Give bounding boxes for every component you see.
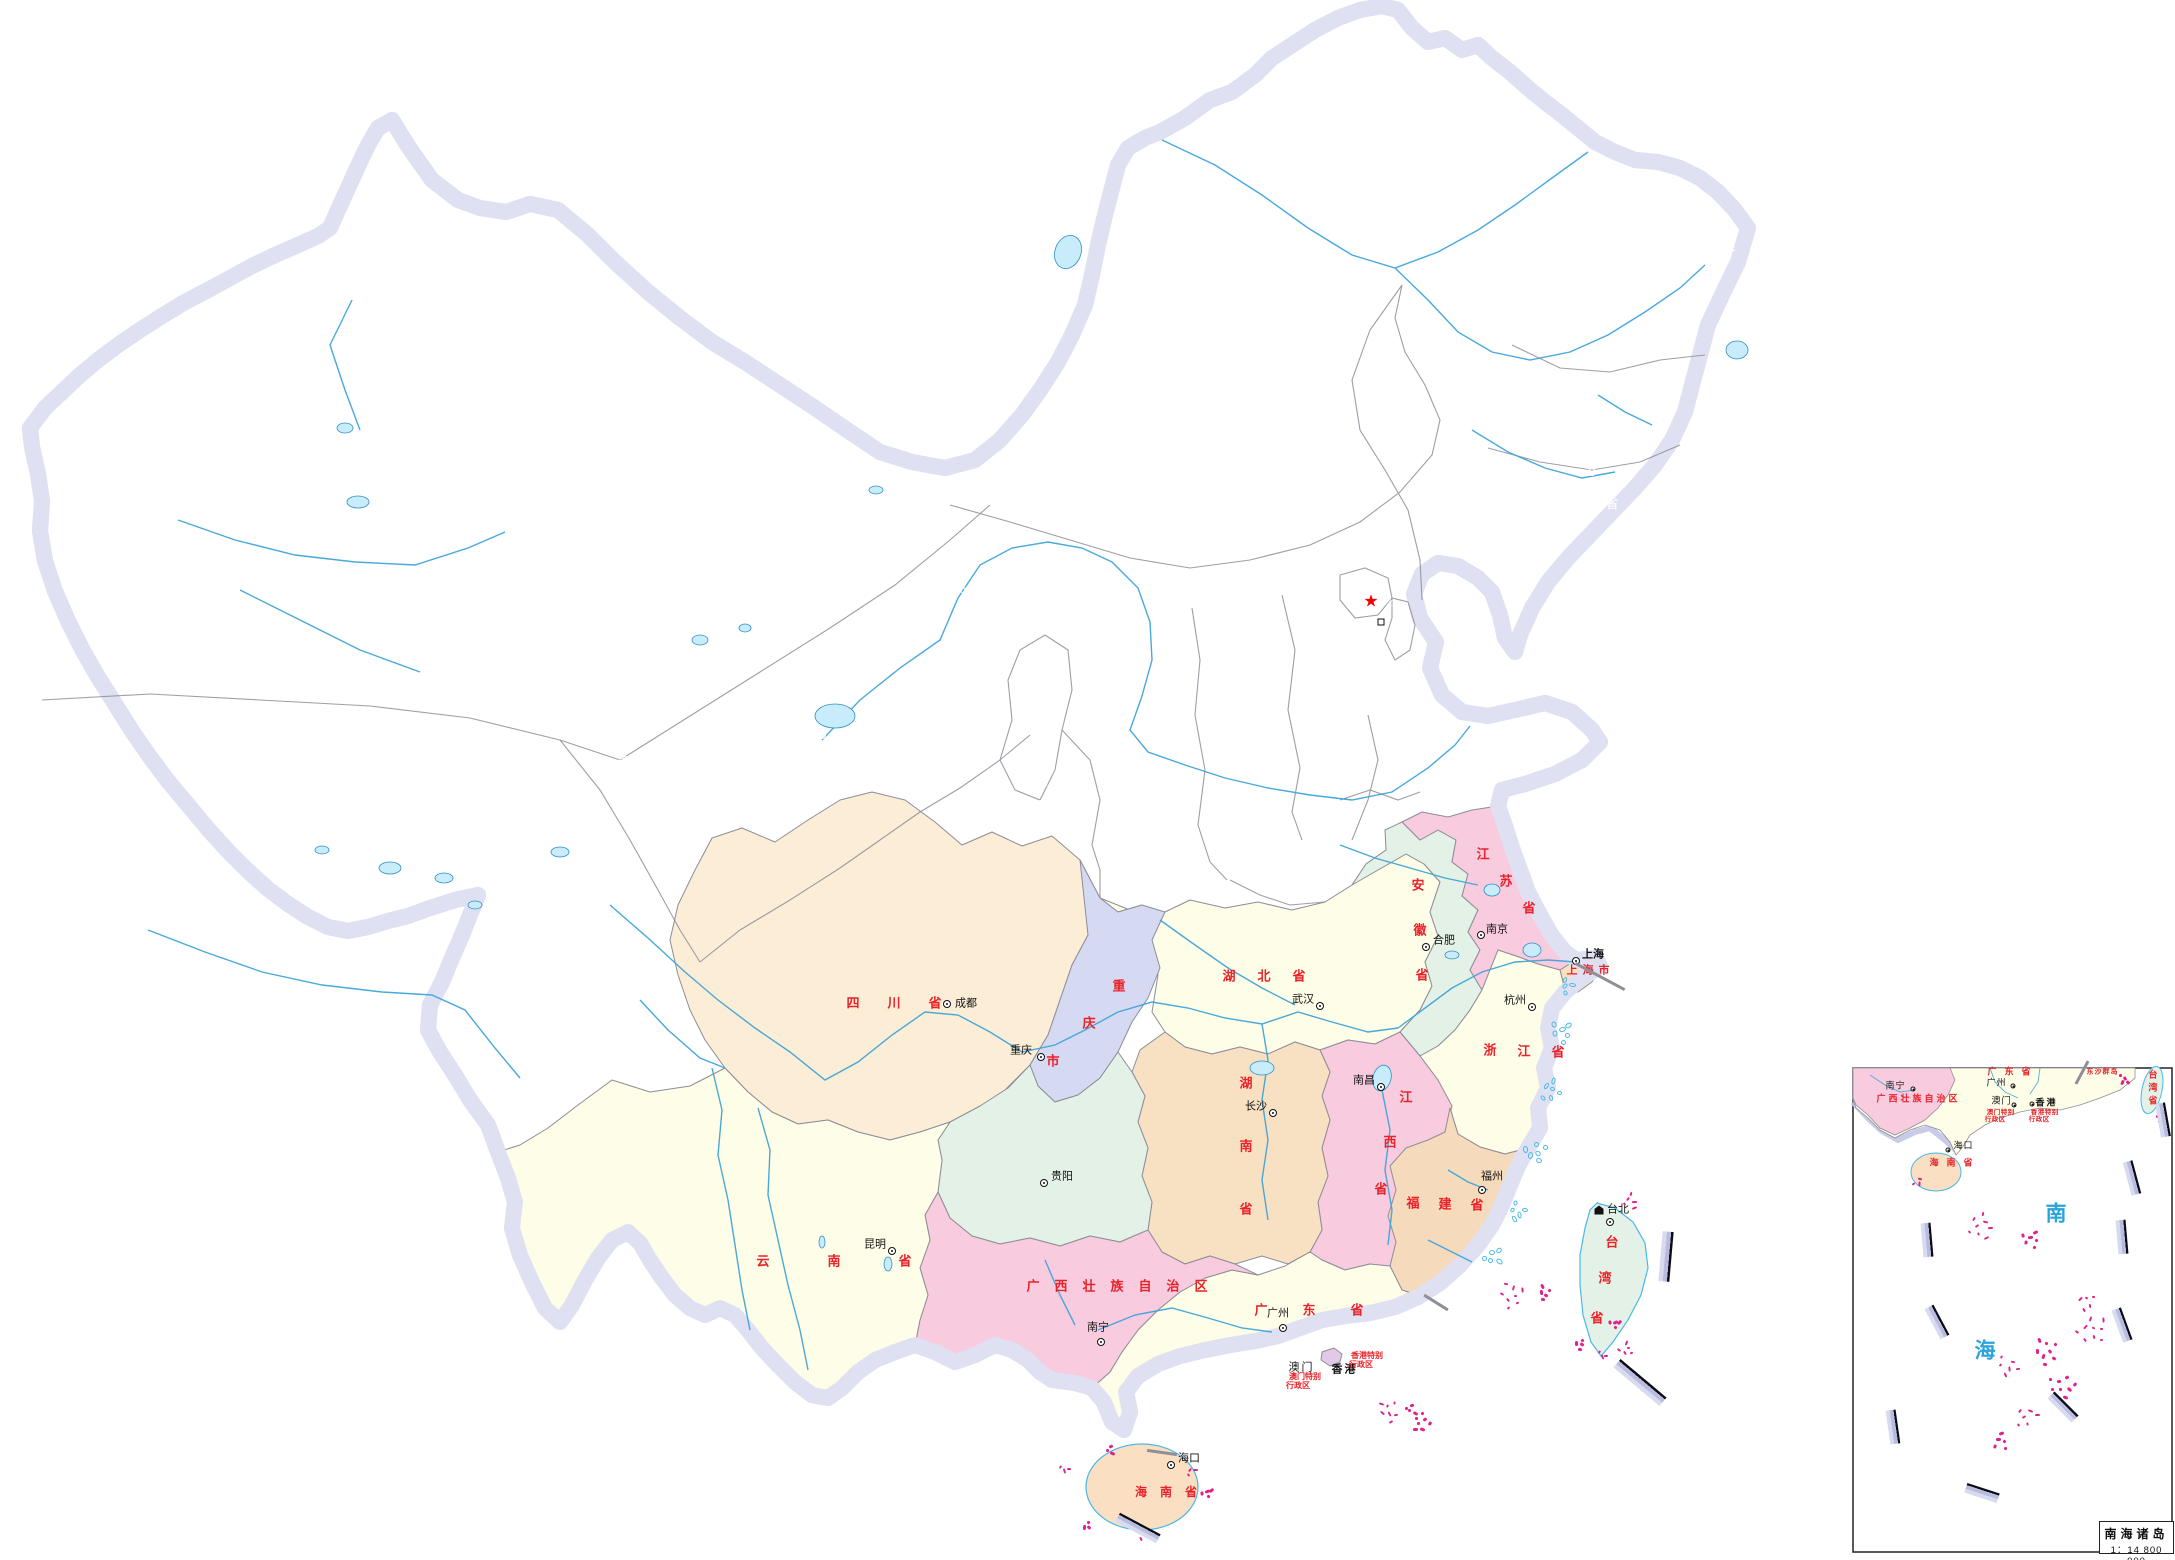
city-lanzhou-marker[interactable] bbox=[886, 739, 894, 747]
inset-region-hainan[interactable] bbox=[1910, 1152, 1962, 1192]
city-xian-label: 西安 bbox=[1134, 844, 1156, 857]
city-chongqing-marker[interactable] bbox=[1037, 1053, 1045, 1061]
inset-scale-title: 南海诸岛 bbox=[2104, 1527, 2169, 1541]
inset-region-taiwan[interactable] bbox=[2137, 1064, 2167, 1115]
islands-taiwan-se1-dot bbox=[1607, 1320, 1612, 1325]
city-taipei-ring-marker[interactable] bbox=[1606, 1218, 1614, 1226]
city-taiyuan-marker[interactable] bbox=[1247, 694, 1255, 702]
city-xian-marker[interactable] bbox=[1123, 853, 1131, 861]
city-nanning-marker[interactable] bbox=[1097, 1338, 1105, 1346]
city-zhengzhou-marker[interactable] bbox=[1288, 829, 1296, 837]
city-nanjing-marker[interactable] bbox=[1477, 931, 1485, 939]
city-xining-marker[interactable] bbox=[818, 731, 826, 739]
city-chengdu-label: 成都 bbox=[955, 997, 977, 1010]
islands-hainan-3-dot bbox=[1200, 1490, 1204, 1496]
city-changsha-label: 长沙 bbox=[1245, 1100, 1267, 1113]
city-tianjin-marker[interactable] bbox=[1393, 636, 1401, 644]
city-haikou-marker[interactable] bbox=[1167, 1461, 1175, 1469]
city-guangzhou-marker[interactable] bbox=[1279, 1324, 1287, 1332]
inset-islands-nansha-7-dot bbox=[2088, 1303, 2092, 1308]
city-shijiazhuang-marker[interactable] bbox=[1311, 684, 1319, 692]
city-guangzhou-label: 广州 bbox=[1267, 1307, 1289, 1320]
city-guiyang-marker[interactable] bbox=[1040, 1179, 1048, 1187]
islands-dongsha-dot bbox=[1513, 1295, 1517, 1297]
rivers bbox=[147, 139, 1706, 1371]
inset-city-haikou-marker[interactable] bbox=[1945, 1147, 1951, 1153]
region-hongkong-patch[interactable] bbox=[1320, 1347, 1343, 1367]
islands-s-guangdong-2-dot bbox=[1413, 1427, 1419, 1431]
city-haikou-label: 海口 bbox=[1178, 1452, 1200, 1465]
city-fuzhou-marker[interactable] bbox=[1478, 1186, 1486, 1194]
islets-zhejiang-3-dot bbox=[1557, 1090, 1563, 1095]
city-harbin-marker[interactable] bbox=[1646, 313, 1654, 321]
inset-islands-nansha-1-dot bbox=[2099, 1327, 2103, 1330]
city-shijiazhuang-square-marker[interactable] bbox=[1377, 618, 1385, 626]
city-taipei-label: 台北 bbox=[1607, 1203, 1629, 1216]
inset-islands-nansha-6-dot bbox=[1995, 1437, 2001, 1441]
city-nanchang-marker[interactable] bbox=[1377, 1083, 1385, 1091]
city-fuzhou-label: 福州 bbox=[1481, 1170, 1503, 1183]
islets-fujian-1-dot bbox=[1521, 1207, 1528, 1212]
inset-islands-nansha-5-dot bbox=[2035, 1413, 2041, 1416]
city-urumqi-marker[interactable] bbox=[348, 265, 356, 273]
inset-islands-hainan-coast-dot bbox=[1918, 1181, 1921, 1187]
city-lhasa-marker[interactable] bbox=[479, 986, 487, 994]
islands-hainan-6-dot bbox=[1066, 1467, 1071, 1470]
city-hangzhou-label: 杭州 bbox=[1504, 994, 1526, 1007]
city-shenyang-marker[interactable] bbox=[1588, 468, 1596, 476]
islands-dongsha-dot bbox=[1521, 1287, 1524, 1293]
city-wuhan-marker[interactable] bbox=[1316, 1002, 1324, 1010]
city-jinan-marker[interactable] bbox=[1386, 740, 1394, 748]
city-changchun-marker[interactable] bbox=[1624, 401, 1632, 409]
inset-scale-value: 1：14 800 000 bbox=[2110, 1545, 2163, 1560]
city-hefei-marker[interactable] bbox=[1422, 943, 1430, 951]
inset-islands-nansha-1-dot bbox=[2091, 1326, 2095, 1330]
inset-city-guangzhou-marker[interactable] bbox=[2010, 1083, 2016, 1089]
region-hunan[interactable] bbox=[1131, 1031, 1331, 1265]
city-zhengzhou-label: 郑州 bbox=[1262, 820, 1284, 833]
city-hefei-label: 合肥 bbox=[1433, 934, 1455, 947]
city-kunming-label: 昆明 bbox=[864, 1238, 886, 1251]
inset-city-hk-marker[interactable] bbox=[2029, 1101, 2035, 1107]
islands-taiwan-sw-dot bbox=[1577, 1347, 1582, 1352]
inset-scale-box: 南海诸岛 1：14 800 000 bbox=[2099, 1521, 2174, 1560]
inset-islands-nansha-2-dot bbox=[2035, 1348, 2039, 1354]
islets-fujian-2-dot bbox=[1481, 1255, 1487, 1261]
city-nanning-label: 南宁 bbox=[1087, 1321, 1109, 1334]
south-provinces bbox=[497, 791, 1601, 1431]
islands-hainan-5-dot bbox=[1082, 1524, 1086, 1531]
city-wuhan-label: 武汉 bbox=[1292, 993, 1314, 1006]
city-beijing-marker[interactable]: ★ bbox=[1363, 591, 1379, 611]
lakes bbox=[314, 235, 1749, 1272]
islands-taiwan-w-dot bbox=[1539, 1289, 1544, 1296]
city-jinan-label: 济南 bbox=[1398, 731, 1420, 744]
city-guiyang-label: 贵阳 bbox=[1051, 1170, 1073, 1183]
region-taiwan[interactable] bbox=[1579, 1202, 1649, 1357]
inset-city-macau-marker[interactable] bbox=[2011, 1102, 2017, 1108]
city-hangzhou-marker[interactable] bbox=[1528, 1003, 1536, 1011]
city-hohhot-marker[interactable] bbox=[1169, 589, 1177, 597]
city-nanjing-label: 南京 bbox=[1486, 923, 1508, 936]
inset-map bbox=[1850, 1064, 2173, 1553]
city-taipei-marker[interactable] bbox=[1594, 1205, 1604, 1215]
city-chengdu-marker[interactable] bbox=[943, 1000, 951, 1008]
city-shanghai-label: 上海 bbox=[1582, 948, 1604, 961]
islands-hk-se-dot bbox=[1404, 1406, 1408, 1410]
inset-region-guangxi[interactable] bbox=[1852, 1067, 1956, 1136]
inset-city-nanning-marker[interactable] bbox=[1910, 1086, 1916, 1092]
city-changsha-marker[interactable] bbox=[1269, 1109, 1277, 1117]
city-nanchang-label: 南昌 bbox=[1353, 1074, 1375, 1087]
city-kunming-marker[interactable] bbox=[888, 1247, 896, 1255]
islands-taiwan-n-dot bbox=[1632, 1200, 1638, 1203]
city-chongqing-label: 重庆 bbox=[1010, 1044, 1032, 1057]
interior-borders bbox=[41, 284, 1706, 963]
city-yinchuan-marker[interactable] bbox=[979, 677, 987, 685]
inset-islands-nansha-1-dot bbox=[2102, 1317, 2105, 1323]
